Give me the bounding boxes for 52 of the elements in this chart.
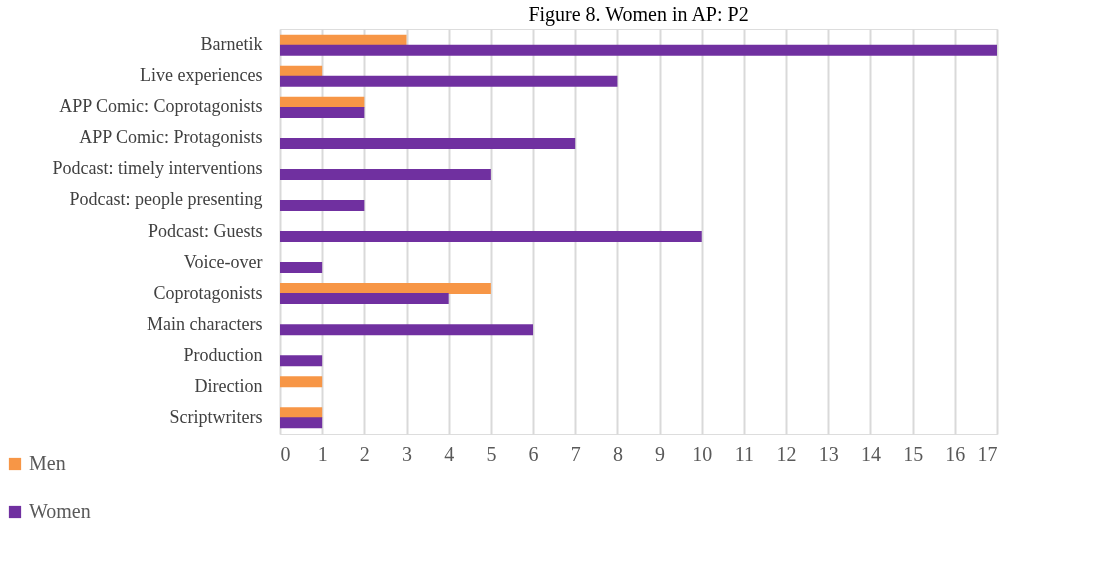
legend-label: Men xyxy=(29,452,66,474)
x-tick-label: 5 xyxy=(486,442,497,465)
y-tick-label: Scriptwriters xyxy=(169,406,263,427)
y-tick-label: Podcast: Guests xyxy=(148,220,263,241)
x-tick-label: 10 xyxy=(692,442,713,465)
bar xyxy=(280,168,491,180)
x-tick-label: 15 xyxy=(903,442,924,465)
bar xyxy=(280,407,323,419)
x-tick-label: 11 xyxy=(734,442,755,465)
x-tick-label: 16 xyxy=(945,442,966,465)
bar xyxy=(280,324,534,336)
x-tick-label: 17 xyxy=(977,442,998,465)
bar xyxy=(280,137,576,149)
bar xyxy=(280,34,407,46)
y-tick-label: Live experiences xyxy=(140,65,263,86)
x-tick-label: 14 xyxy=(860,442,881,465)
bar xyxy=(280,65,323,77)
x-tick-label: 12 xyxy=(776,442,797,465)
x-tick-label: 9 xyxy=(655,442,666,465)
y-tick-label: Podcast: timely interventions xyxy=(52,158,263,179)
bar xyxy=(280,293,449,305)
chart-title: Figure 8. Women in AP: P2 xyxy=(528,3,749,26)
bar xyxy=(280,200,365,212)
x-tick-label: 7 xyxy=(570,442,581,465)
y-tick-label: Main characters xyxy=(147,313,263,334)
x-tick-label: 8 xyxy=(612,442,623,465)
y-tick-label: APP Comic: Protagonists xyxy=(79,127,263,148)
legend-label: Women xyxy=(29,500,91,522)
x-tick-label: 6 xyxy=(528,442,539,465)
y-tick-label: Direction xyxy=(194,375,263,396)
bar xyxy=(280,376,323,388)
bar xyxy=(280,355,323,367)
bar xyxy=(280,417,323,429)
x-tick-label: 3 xyxy=(402,442,413,465)
y-tick-label: APP Comic: Coprotagonists xyxy=(59,96,263,117)
bar xyxy=(280,75,618,87)
x-tick-label: 13 xyxy=(818,442,839,465)
x-tick-label: 4 xyxy=(444,442,455,465)
bar xyxy=(280,283,491,295)
x-tick-label: 0 xyxy=(280,442,291,465)
y-tick-label: Voice-over xyxy=(183,251,263,272)
y-tick-label: Podcast: people presenting xyxy=(69,189,263,210)
bar xyxy=(280,106,365,118)
x-tick-label: 2 xyxy=(359,442,370,465)
bar xyxy=(280,262,323,274)
y-tick-label: Coprotagonists xyxy=(153,282,263,303)
bar xyxy=(280,231,702,243)
bar xyxy=(280,44,997,56)
x-tick-label: 1 xyxy=(317,442,328,465)
y-tick-label: Barnetik xyxy=(200,34,263,55)
bar xyxy=(280,96,365,108)
y-tick-label: Production xyxy=(183,344,263,365)
